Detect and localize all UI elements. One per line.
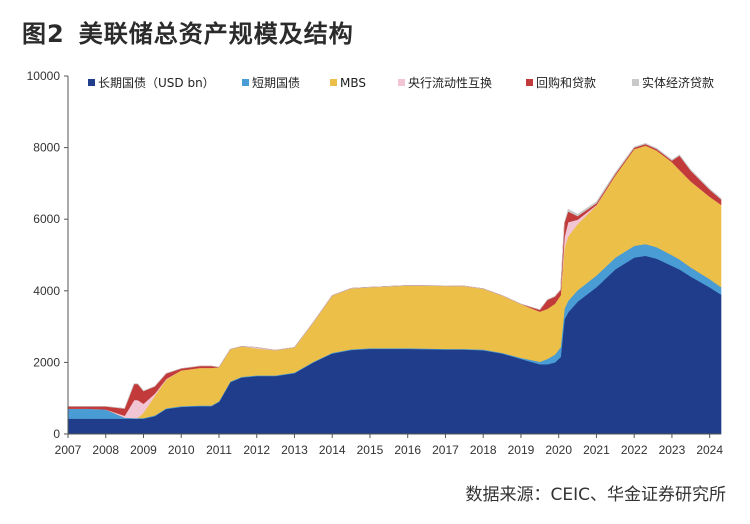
legend-swatch (242, 79, 249, 86)
legend-label: MBS (340, 76, 366, 90)
stacked-area-chart: 0 2000 4000 6000 8000 10000 2007 2008 2009 2010 20… (27, 69, 724, 457)
x-tick-label: 2015 (357, 443, 384, 457)
x-tick-label: 2019 (508, 443, 535, 457)
x-tick-label: 2022 (621, 443, 648, 457)
x-tick-label: 2024 (696, 443, 723, 457)
x-tick-label: 2014 (319, 443, 346, 457)
legend-label: 短期国债 (252, 76, 300, 90)
series-area-5 (68, 142, 722, 409)
x-tick-label: 2011 (206, 443, 232, 457)
x-tick-label: 2013 (281, 443, 308, 457)
y-tick-label: 2000 (33, 355, 60, 369)
x-tick-label: 2008 (92, 443, 119, 457)
x-tick-label: 2009 (130, 443, 157, 457)
legend-label: 央行流动性互换 (408, 76, 492, 90)
legend-swatch (398, 79, 405, 86)
x-tick-label: 2018 (470, 443, 497, 457)
y-tick-label: 0 (53, 427, 60, 441)
legend-swatch (632, 79, 639, 86)
figure-title-text: 美联储总资产规模及结构 (78, 20, 354, 48)
x-tick-label: 2012 (243, 443, 270, 457)
legend-label: 回购和贷款 (536, 75, 596, 90)
legend-label: 实体经济贷款 (642, 75, 714, 90)
figure-title: 图2 美联储总资产规模及结构 (22, 14, 368, 49)
x-tick-label: 2023 (659, 443, 686, 457)
axes: 0 2000 4000 6000 8000 10000 2007 2008 2009 2010 20… (27, 69, 724, 457)
y-tick-label: 8000 (33, 141, 60, 155)
x-tick-label: 2017 (432, 443, 459, 457)
legend: 长期国债（USD bn） 短期国债 MBS 央行流动性互换 回购和贷款 实体经济贷款 (88, 75, 714, 90)
x-tick-label: 2010 (168, 443, 195, 457)
x-tick-label: 2016 (394, 443, 421, 457)
x-tick-label: 2021 (583, 443, 610, 457)
legend-label: 长期国债（USD bn） (98, 76, 215, 90)
figure-number: 图2 (22, 20, 65, 48)
x-tick-label: 2007 (55, 443, 82, 457)
legend-swatch (526, 79, 533, 86)
source-note: 数据来源：CEIC、华金证券研究所 (465, 485, 727, 505)
y-tick-label: 10000 (27, 69, 61, 83)
y-tick-label: 6000 (33, 212, 60, 226)
x-tick-label: 2020 (545, 443, 572, 457)
y-tick-label: 4000 (33, 284, 60, 298)
legend-swatch (88, 79, 95, 86)
plot-layers (67, 142, 722, 435)
legend-swatch (330, 79, 337, 86)
